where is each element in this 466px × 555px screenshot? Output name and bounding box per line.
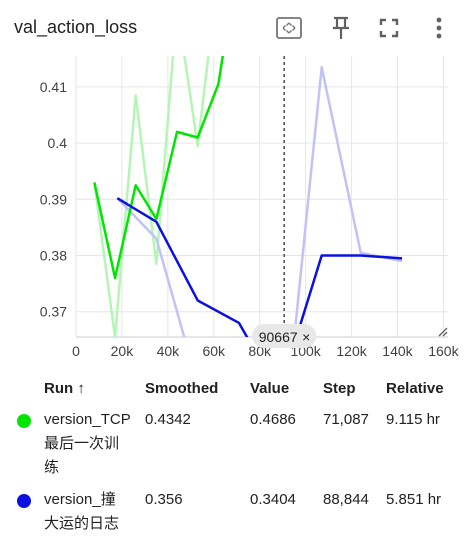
close-hover-button[interactable]: × (302, 329, 310, 345)
card-header: val_action_loss (0, 0, 466, 58)
run-color-swatch (17, 414, 31, 428)
y-tick-label: 0.38 (40, 248, 67, 264)
relative-value: 5.851 hr (386, 491, 442, 508)
x-tick-label: 160k (428, 343, 459, 359)
y-tick-label: 0.37 (40, 304, 67, 320)
header-step[interactable]: Step (323, 380, 356, 397)
header-run[interactable]: Run ↑ (44, 380, 85, 397)
smoothed-value: 0.356 (145, 491, 183, 508)
y-tick-label: 0.4 (48, 135, 68, 151)
pin-button[interactable] (327, 14, 355, 42)
run-name-line2: 大运的日志 (44, 515, 120, 532)
x-tick-label: 140k (382, 343, 413, 359)
x-tick-label: 60k (202, 343, 226, 359)
raw-value: 0.3404 (250, 491, 296, 508)
header-smoothed[interactable]: Smoothed (145, 380, 219, 397)
x-tick-label: 20k (111, 343, 135, 359)
smoothed-value: 0.4342 (145, 411, 191, 428)
fit-domain-button[interactable] (275, 14, 303, 42)
series-1-raw-line (116, 65, 403, 337)
more-vert-icon (436, 17, 442, 39)
relative-value: 9.115 hr (386, 411, 440, 428)
run-name-line2: 最后一次训 (44, 435, 120, 452)
run-color-swatch (17, 494, 31, 508)
series-0-smoothed-line (93, 56, 225, 280)
y-tick-label: 0.39 (40, 191, 67, 207)
hover-step-label: 90667 (259, 329, 298, 345)
run-name-line1: version_撞 (44, 491, 116, 508)
fullscreen-icon (379, 18, 399, 38)
line-chart[interactable]: 0.37 0.38 0.39 0.4 0.41 0 20k 40k 60k 80k 100k 120k… (0, 56, 466, 366)
resize-handle-icon[interactable] (438, 327, 448, 337)
x-tick-label: 0 (72, 343, 80, 359)
header-value[interactable]: Value (250, 380, 290, 397)
series-1-smoothed-line (116, 197, 403, 337)
raw-value: 0.4686 (250, 411, 296, 428)
hover-step-badge[interactable] (252, 324, 317, 348)
more-options-button[interactable] (425, 14, 453, 42)
card-title: val_action_loss (14, 17, 138, 37)
y-tick-label: 0.41 (40, 79, 67, 95)
header-relative[interactable]: Relative (386, 380, 444, 397)
series-0-raw-line (93, 56, 210, 337)
fit-to-data-icon (276, 17, 302, 39)
run-name-line3: 练 (44, 459, 60, 476)
pin-icon (333, 16, 349, 39)
run-name-line1: version_TCP (44, 411, 131, 428)
fullscreen-button[interactable] (375, 14, 403, 42)
x-tick-label: 120k (336, 343, 367, 359)
step-value: 88,844 (323, 491, 369, 508)
plot-series-group (93, 56, 403, 337)
x-tick-label: 40k (157, 343, 181, 359)
step-value: 71,087 (323, 411, 369, 428)
